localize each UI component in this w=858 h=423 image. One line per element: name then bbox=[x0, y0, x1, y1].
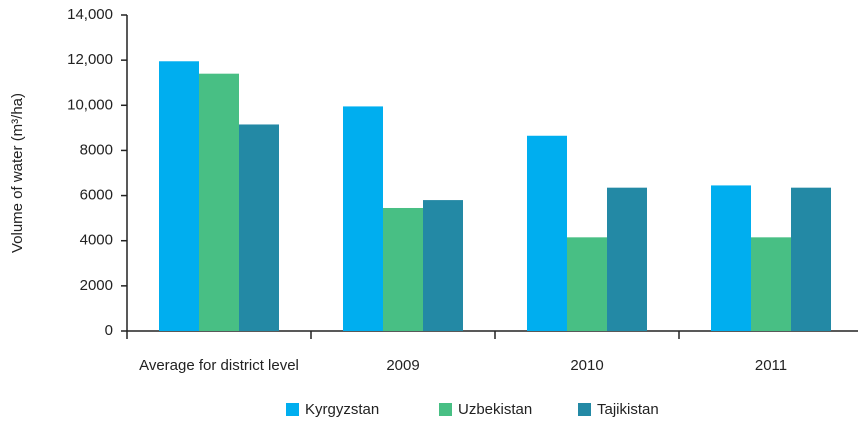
y-tick-label: 6000 bbox=[80, 187, 113, 204]
x-tick-label: Average for district level bbox=[139, 357, 299, 374]
bar bbox=[239, 124, 279, 331]
y-tick-label: 4000 bbox=[80, 232, 113, 249]
bar bbox=[751, 237, 791, 331]
y-tick-label: 0 bbox=[105, 322, 113, 339]
legend-swatch bbox=[439, 403, 452, 416]
bar bbox=[567, 237, 607, 331]
bar bbox=[159, 61, 199, 332]
bar bbox=[711, 185, 751, 331]
y-tick-label: 8000 bbox=[80, 141, 113, 158]
bar bbox=[423, 200, 463, 331]
y-tick-label: 14,000 bbox=[67, 6, 113, 23]
y-tick-label: 2000 bbox=[80, 277, 113, 294]
bar bbox=[527, 135, 567, 331]
legend-label: Kyrgyzstan bbox=[305, 401, 379, 418]
legend-label: Tajikistan bbox=[597, 401, 659, 418]
y-tick-label: 12,000 bbox=[67, 51, 113, 68]
x-tick-label: 2010 bbox=[570, 357, 604, 374]
bar bbox=[607, 187, 647, 331]
x-tick-label: 2009 bbox=[386, 357, 420, 374]
y-axis-label: Volume of water (m³/ha) bbox=[9, 93, 26, 253]
bar bbox=[383, 207, 423, 331]
legend-label: Uzbekistan bbox=[458, 401, 532, 418]
bar bbox=[343, 106, 383, 332]
x-tick-label: 2011 bbox=[754, 357, 788, 374]
legend-swatch bbox=[578, 403, 591, 416]
y-tick-label: 10,000 bbox=[67, 96, 113, 113]
legend-swatch bbox=[286, 403, 299, 416]
bar bbox=[791, 187, 831, 331]
bar bbox=[199, 73, 239, 331]
